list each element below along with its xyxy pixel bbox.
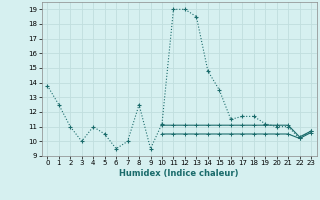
X-axis label: Humidex (Indice chaleur): Humidex (Indice chaleur) (119, 169, 239, 178)
